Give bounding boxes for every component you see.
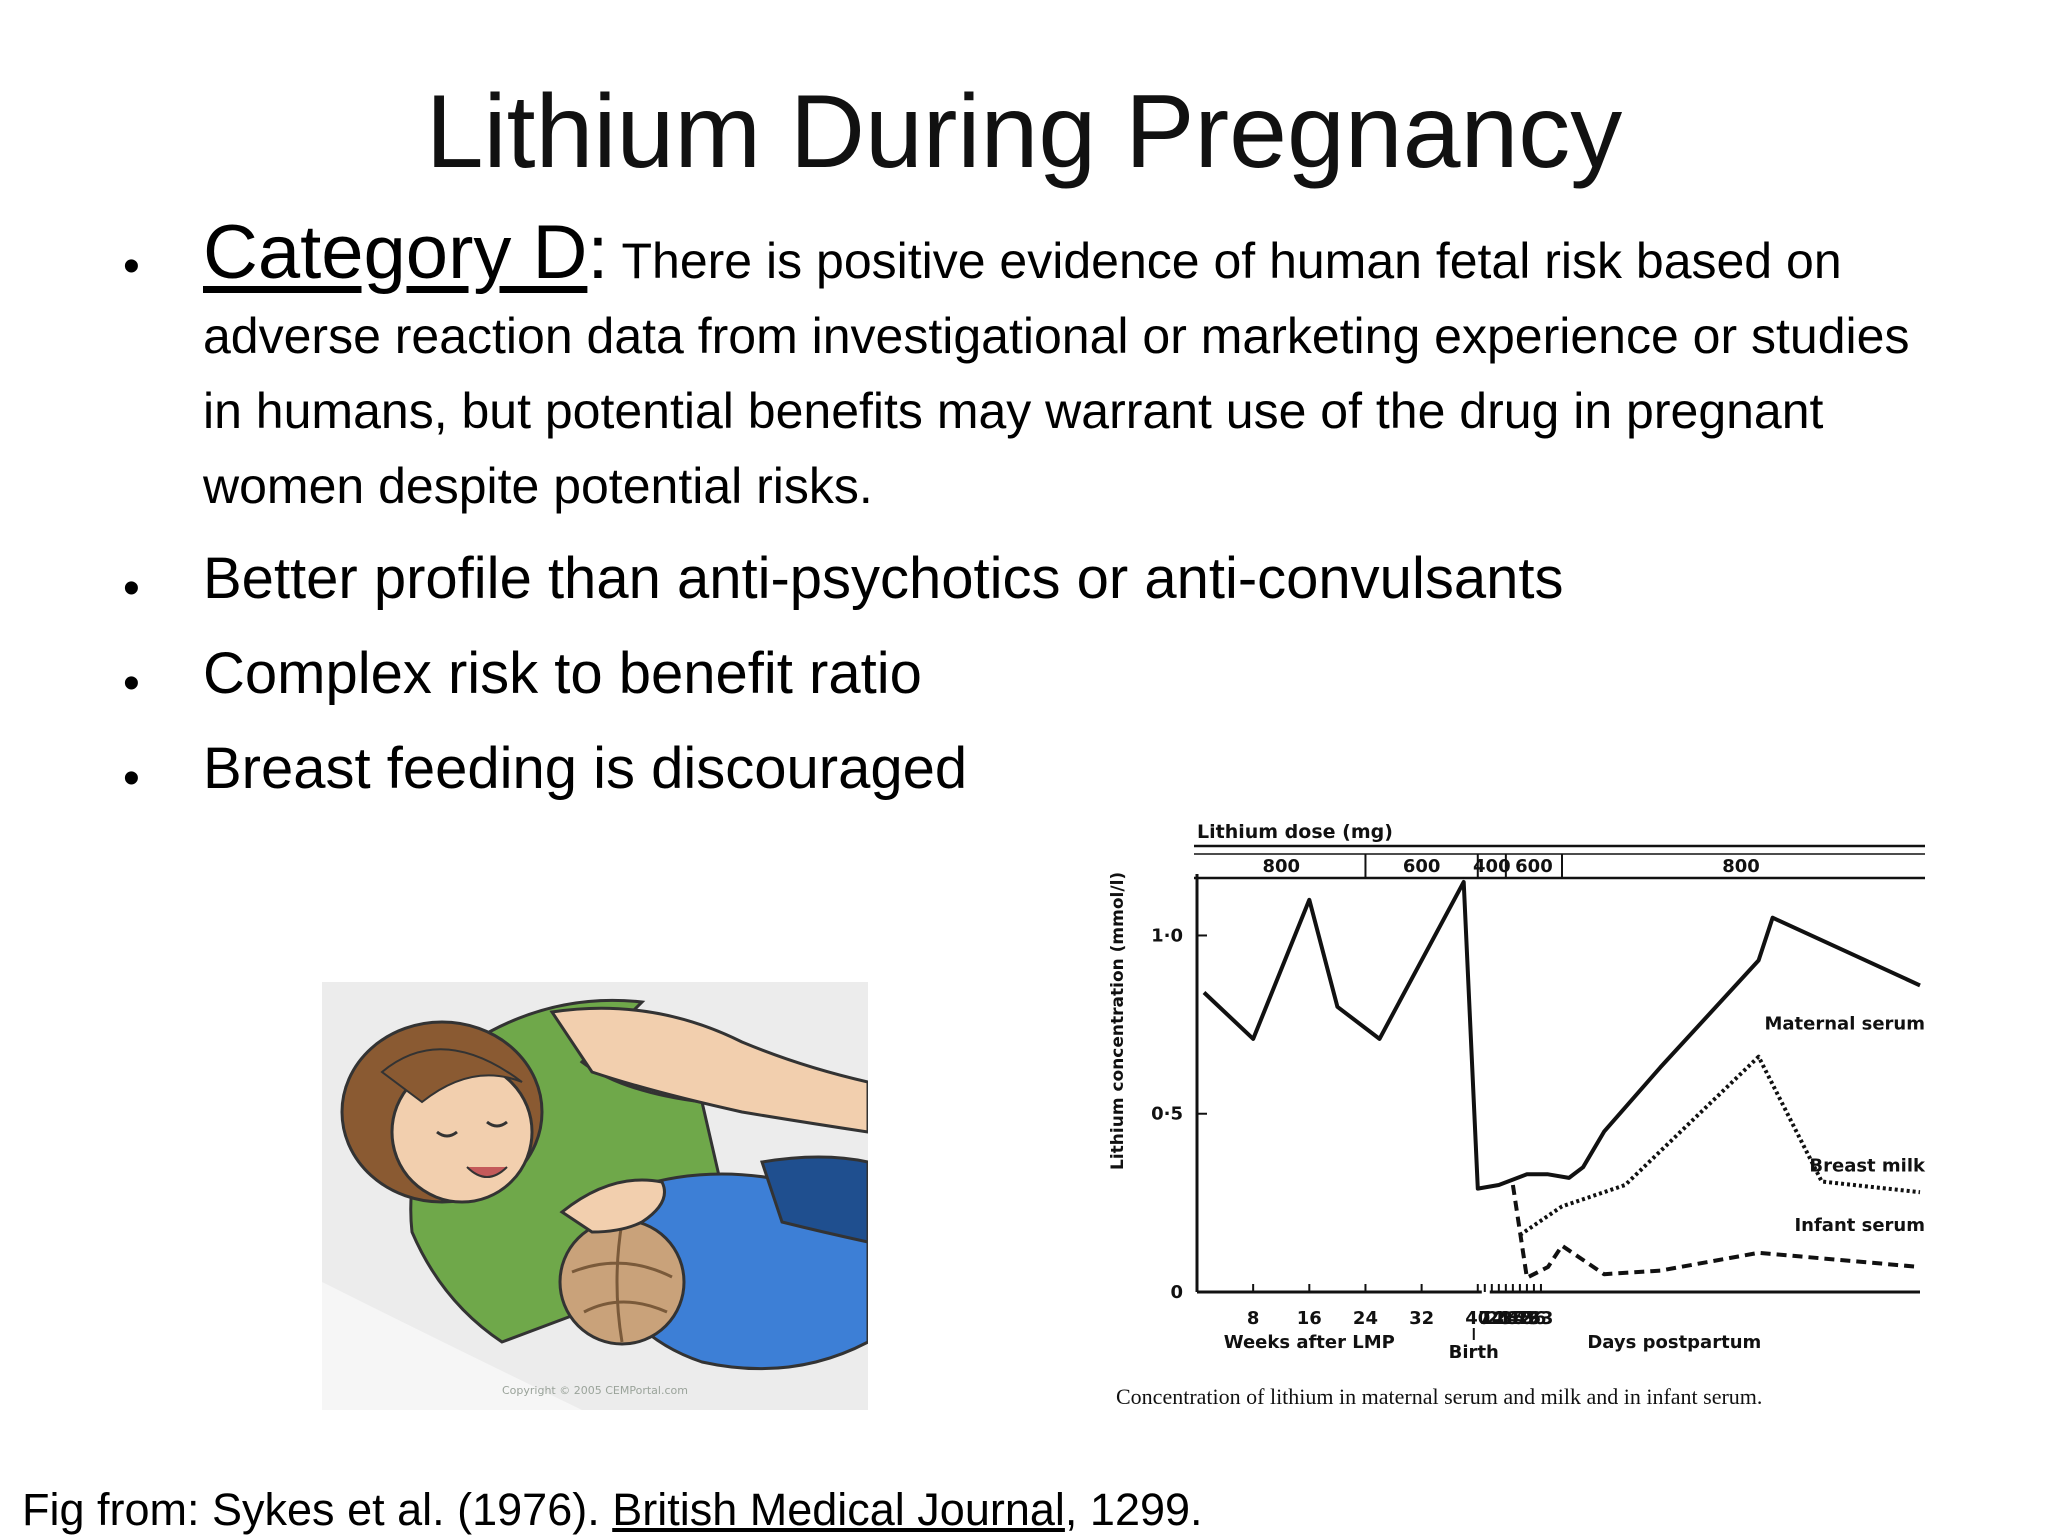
x-tick-label: 63 <box>1528 1308 1553 1329</box>
x-tick-label: 21 <box>1486 1308 1511 1329</box>
bullet-better-profile: • Better profile than anti-psychotics or… <box>115 539 1945 619</box>
birth-label: Birth <box>1449 1342 1499 1363</box>
series-line-breast-milk <box>1518 1054 1921 1237</box>
figure-source: Fig from: Sykes et al. (1976). British M… <box>22 1482 1203 1538</box>
x-tick-label: 24 <box>1353 1308 1378 1329</box>
slide-title: Lithium During Pregnancy <box>425 74 1623 190</box>
illustration-watermark: Copyright © 2005 CEMPortal.com <box>502 1384 688 1397</box>
dose-label: 800 <box>1262 856 1300 877</box>
dose-header: Lithium dose (mg) <box>1197 821 1393 843</box>
x-tick-label: 16 <box>1297 1308 1322 1329</box>
lithium-concentration-figure: Lithium dose (mg) 800 600 400 600 800 Lithiu… <box>1108 821 1926 1409</box>
x-tick-label: 56 <box>1521 1308 1546 1329</box>
x-tick-label: 32 <box>1409 1308 1434 1329</box>
y-tick-label: 0·5 <box>1151 1104 1183 1125</box>
y-tick-label: 0 <box>1170 1282 1183 1303</box>
series-line-infant-serum <box>1510 1184 1921 1280</box>
bullet-risk-benefit: • Complex risk to benefit ratio <box>115 634 1945 714</box>
x-tick-label: 42 <box>1507 1308 1532 1329</box>
x-tick-label: 8 <box>1247 1308 1260 1329</box>
dose-label: 600 <box>1403 856 1441 877</box>
figure-caption: Concentration of lithium in maternal ser… <box>1116 1384 1762 1409</box>
series-label: Breast milk <box>1809 1155 1926 1176</box>
y-axis-label: Lithium concentration (mmol/l) <box>1108 872 1128 1170</box>
bullet-dot: • <box>123 752 140 805</box>
x-tick-label: 7 <box>1479 1308 1492 1329</box>
dose-label: 600 <box>1515 856 1553 877</box>
source-suffix: , 1299. <box>1064 1484 1203 1535</box>
y-tick-label: 1·0 <box>1151 925 1183 946</box>
bullet-text: Better profile than anti-psychotics or a… <box>203 546 1564 611</box>
category-d-label: Category D <box>203 210 588 295</box>
bullet-text: Breast feeding is discouraged <box>203 736 968 801</box>
bullet-list: • Category D: There is positive evidence… <box>115 215 1945 809</box>
x-axis-label-weeks: Weeks after LMP <box>1224 1332 1395 1353</box>
x-tick-label: 40 <box>1465 1308 1490 1329</box>
bullet-dot: • <box>123 562 140 615</box>
x-axis-label-days: Days postpartum <box>1587 1332 1761 1353</box>
series-label: Infant serum <box>1794 1215 1925 1236</box>
source-prefix: Fig from: Sykes et al. (1976). <box>22 1484 613 1535</box>
breastfeeding-illustration: Copyright © 2005 CEMPortal.com <box>322 982 868 1410</box>
bullet-breast-feeding: • Breast feeding is discouraged <box>115 729 1945 809</box>
series-line-maternal-serum <box>1202 880 1921 1191</box>
x-tick-label: 35 <box>1500 1308 1525 1329</box>
x-tick-label: 14 <box>1479 1308 1504 1329</box>
x-tick-label: 28 <box>1493 1308 1518 1329</box>
bullet-dot: • <box>123 240 140 293</box>
source-journal: British Medical Journal <box>612 1484 1065 1535</box>
category-d-description: There is positive evidence of human feta… <box>203 233 1910 514</box>
series-labels: Maternal serum Breast milk Infant serum <box>1764 1013 1926 1236</box>
dose-label: 800 <box>1722 856 1760 877</box>
bullet-dot: • <box>123 657 140 710</box>
dose-label: 400 <box>1473 856 1511 877</box>
chart-series <box>1202 880 1921 1280</box>
x-tick-label: 49 <box>1514 1308 1539 1329</box>
category-d-colon: : <box>587 210 609 295</box>
dose-schedule: 800 600 400 600 800 <box>1194 844 1925 880</box>
bullet-text: Complex risk to benefit ratio <box>203 641 922 706</box>
bullet-category-d: • Category D: There is positive evidence… <box>115 215 1945 524</box>
series-label: Maternal serum <box>1764 1013 1925 1034</box>
